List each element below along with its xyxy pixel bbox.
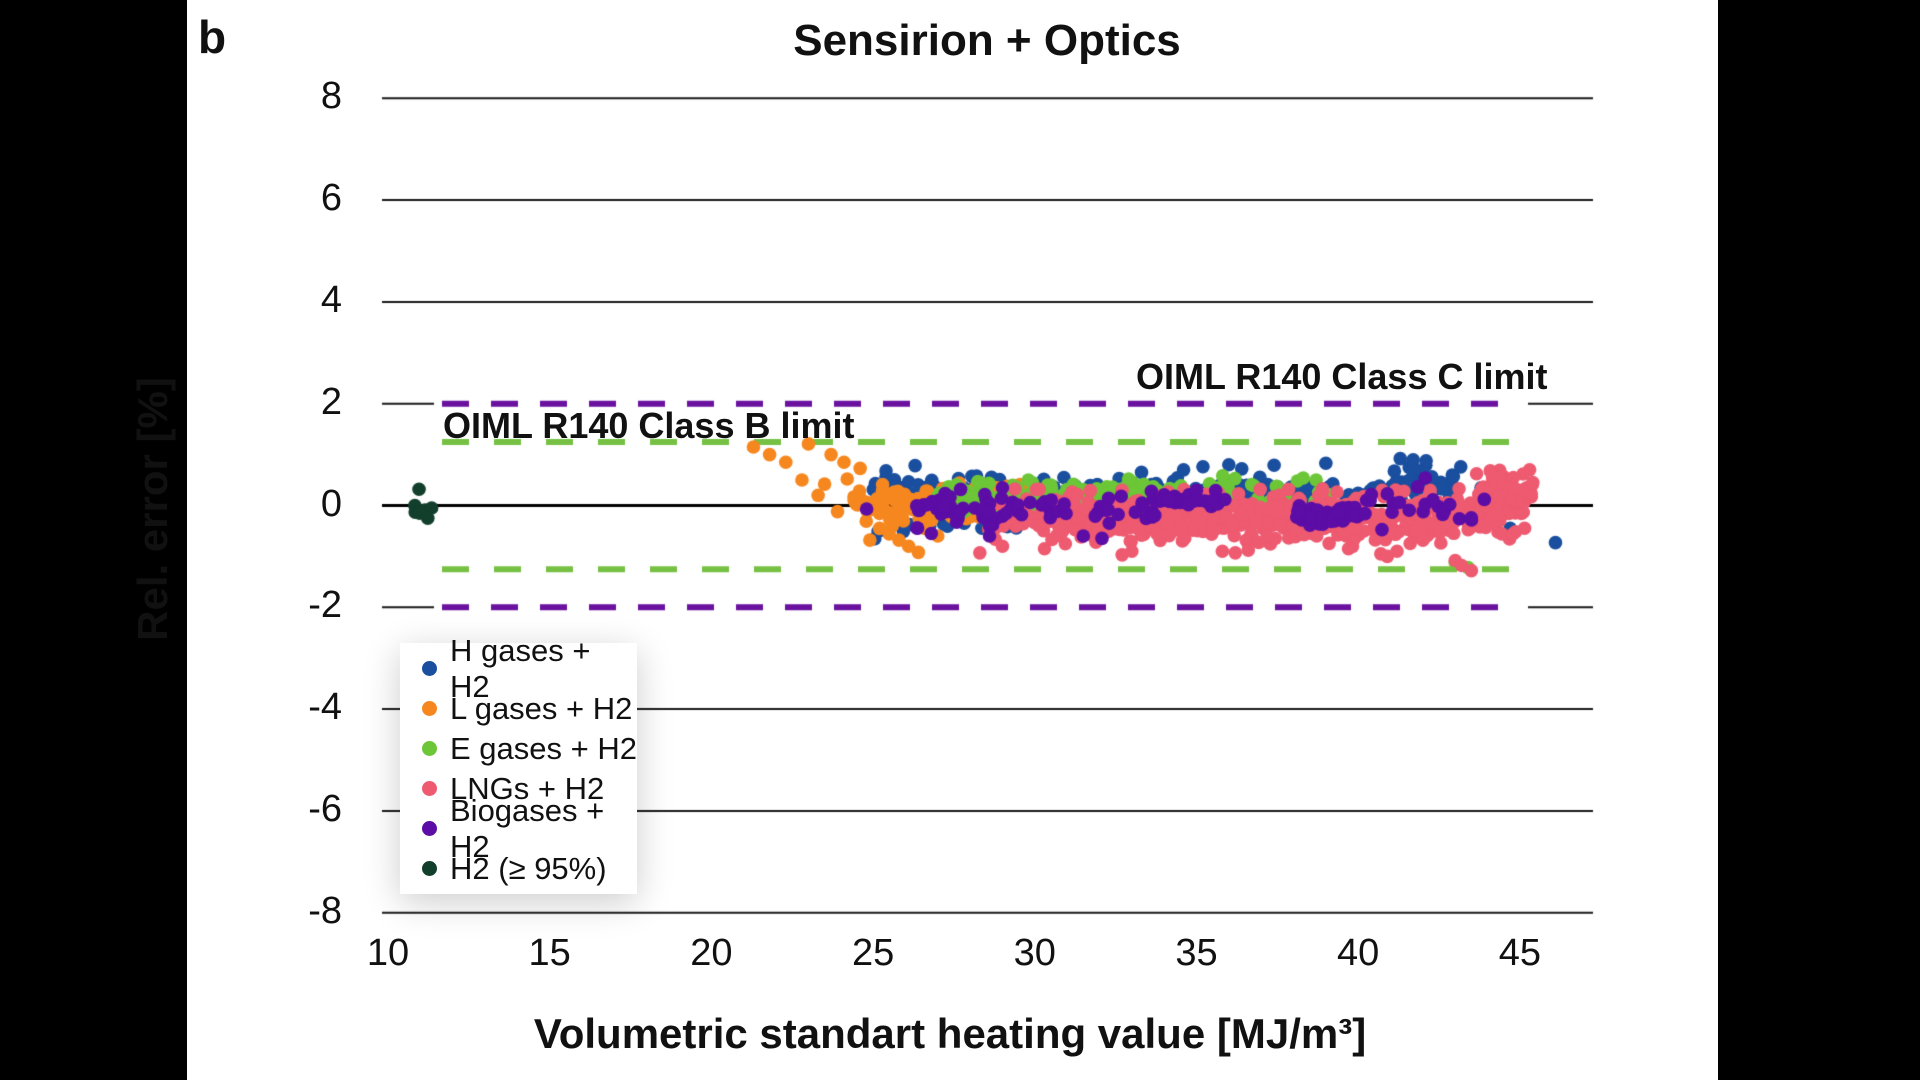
y-tick-label: 2 [320, 380, 342, 423]
figure-background [187, 0, 1718, 1080]
x-tick-label: 20 [690, 932, 733, 974]
legend-item-h-gases: H gases + H2 [414, 633, 637, 704]
x-tick-label: 45 [1498, 932, 1542, 974]
legend-label: H gases + H2 [450, 632, 591, 704]
panel-label: b [198, 11, 227, 63]
x-axis-label: Volumetric standart heating value [MJ/m³… [533, 1010, 1367, 1057]
legend-label: L gases + H2 [450, 690, 633, 726]
y-tick-label: -8 [308, 889, 342, 932]
x-tick-label: 10 [366, 932, 410, 974]
class-c-limit-label: OIML R140 Class C limit [1136, 356, 1548, 397]
legend-label: Biogases + H2 [450, 792, 605, 864]
y-axis-label: Rel. error [%] [129, 377, 176, 641]
legend-item-biogases: Biogases + H2 [414, 793, 637, 864]
legend-item-lngs: LNGs + H2 [414, 769, 637, 809]
h-gases-swatch-icon [422, 661, 437, 676]
x-tick-label: 30 [1013, 932, 1056, 974]
y-tick-label: -4 [308, 686, 342, 729]
legend-label: LNGs + H2 [450, 770, 605, 806]
y-tick-label: 0 [320, 482, 342, 525]
x-tick-label: 40 [1337, 932, 1380, 974]
lngs-swatch-icon [422, 781, 437, 796]
h2-swatch-icon [422, 861, 437, 876]
y-tick-label: -6 [308, 787, 342, 830]
x-tick-label: 35 [1175, 932, 1218, 974]
legend-item-l-gases: L gases + H2 [414, 689, 637, 729]
y-tick-label: -2 [308, 584, 342, 627]
y-tick-label: 6 [320, 177, 342, 220]
biogases-swatch-icon [422, 821, 437, 836]
x-tick-label: 15 [528, 932, 571, 974]
y-tick-label: 4 [320, 278, 342, 321]
x-tick-label: 25 [851, 932, 895, 974]
legend-label: H2 (≥ 95%) [450, 850, 607, 886]
class-b-limit-label: OIML R140 Class B limit [443, 405, 855, 446]
y-tick-label: 8 [320, 75, 342, 118]
legend-item-e-gases: E gases + H2 [414, 729, 637, 769]
chart-title: Sensirion + Optics [793, 16, 1181, 65]
legend-label: E gases + H2 [450, 730, 637, 766]
l-gases-swatch-icon [422, 701, 437, 716]
e-gases-swatch-icon [422, 741, 437, 756]
legend-item-h2: H2 (≥ 95%) [414, 849, 637, 889]
legend: H gases + H2 L gases + H2 E gases + H2 L… [400, 633, 637, 894]
